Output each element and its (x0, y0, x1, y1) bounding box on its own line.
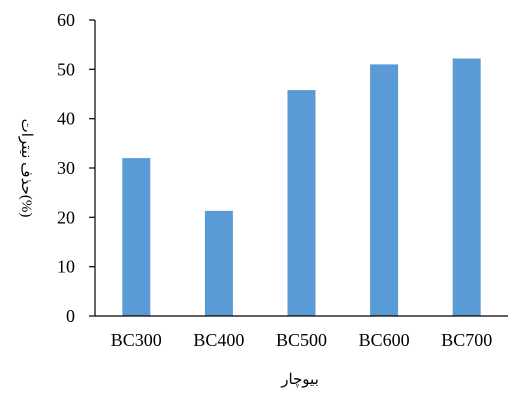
y-tick-label: 20 (57, 207, 75, 227)
y-tick-label: 10 (57, 257, 75, 277)
x-tick-label: BC700 (441, 330, 492, 350)
y-tick-label: 40 (57, 109, 75, 129)
x-tick-label: BC400 (193, 330, 244, 350)
bar-bc500 (287, 90, 316, 316)
bar-bc700 (452, 58, 481, 316)
x-tick-label: BC500 (276, 330, 327, 350)
y-tick-label: 30 (57, 158, 75, 178)
y-ticks-group: 0 10 20 30 40 50 60 (57, 10, 95, 326)
bar-bc400 (204, 210, 233, 316)
bar-bc600 (370, 64, 399, 317)
x-tick-label: BC600 (359, 330, 410, 350)
y-tick-label: 60 (57, 10, 75, 30)
x-axis-title: بیوچار (280, 372, 319, 388)
bars-group (122, 58, 481, 317)
x-ticks-group: BC300 BC400 BC500 BC600 BC700 (111, 330, 492, 350)
y-tick-label: 0 (66, 306, 75, 326)
y-axis-title: حذف نیترات(%) (18, 119, 34, 218)
y-tick-label: 50 (57, 59, 75, 79)
bar-bc300 (122, 158, 151, 316)
x-tick-label: BC300 (111, 330, 162, 350)
